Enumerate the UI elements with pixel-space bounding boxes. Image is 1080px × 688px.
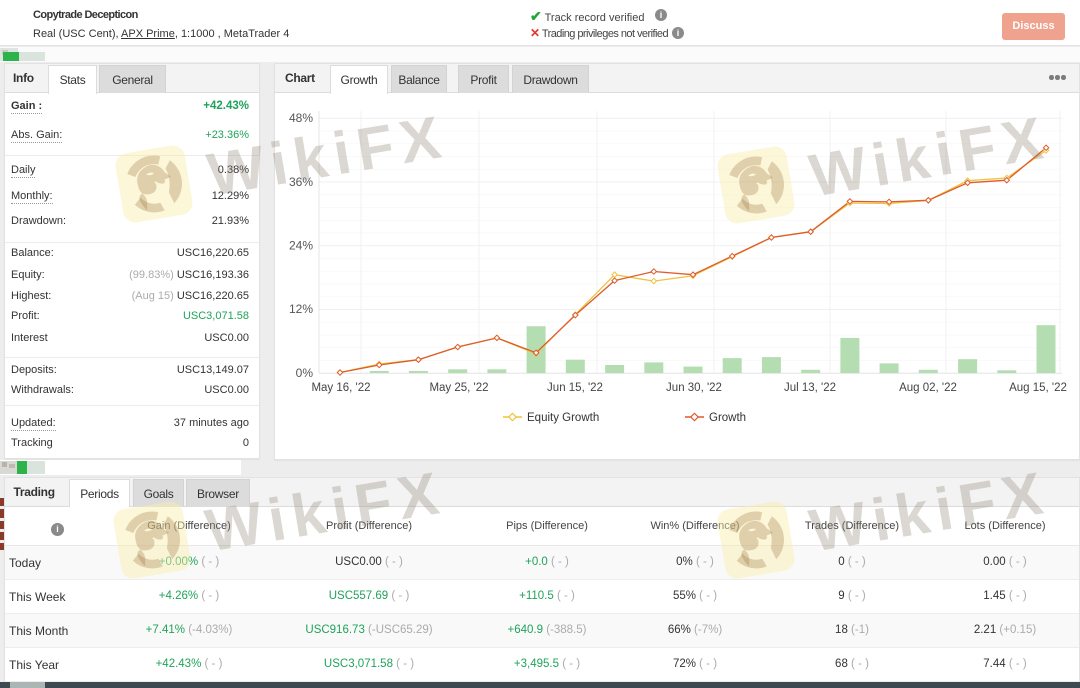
- svg-text:Equity Growth: Equity Growth: [527, 412, 599, 424]
- svg-text:0%: 0%: [296, 366, 314, 380]
- svg-text:Growth: Growth: [709, 412, 746, 424]
- svg-text:Aug 02, '22: Aug 02, '22: [899, 382, 957, 394]
- svg-text:May 25, '22: May 25, '22: [429, 382, 488, 394]
- svg-text:Jul 13, '22: Jul 13, '22: [784, 382, 836, 394]
- svg-text:12%: 12%: [289, 302, 313, 316]
- svg-text:Jun 15, '22: Jun 15, '22: [547, 382, 603, 394]
- svg-text:48%: 48%: [289, 111, 313, 125]
- svg-text:May 16, '22: May 16, '22: [311, 382, 370, 394]
- svg-text:24%: 24%: [289, 239, 313, 253]
- svg-text:Jun 30, '22: Jun 30, '22: [666, 382, 722, 394]
- svg-text:36%: 36%: [289, 175, 313, 189]
- svg-text:Aug 15, '22: Aug 15, '22: [1009, 382, 1067, 394]
